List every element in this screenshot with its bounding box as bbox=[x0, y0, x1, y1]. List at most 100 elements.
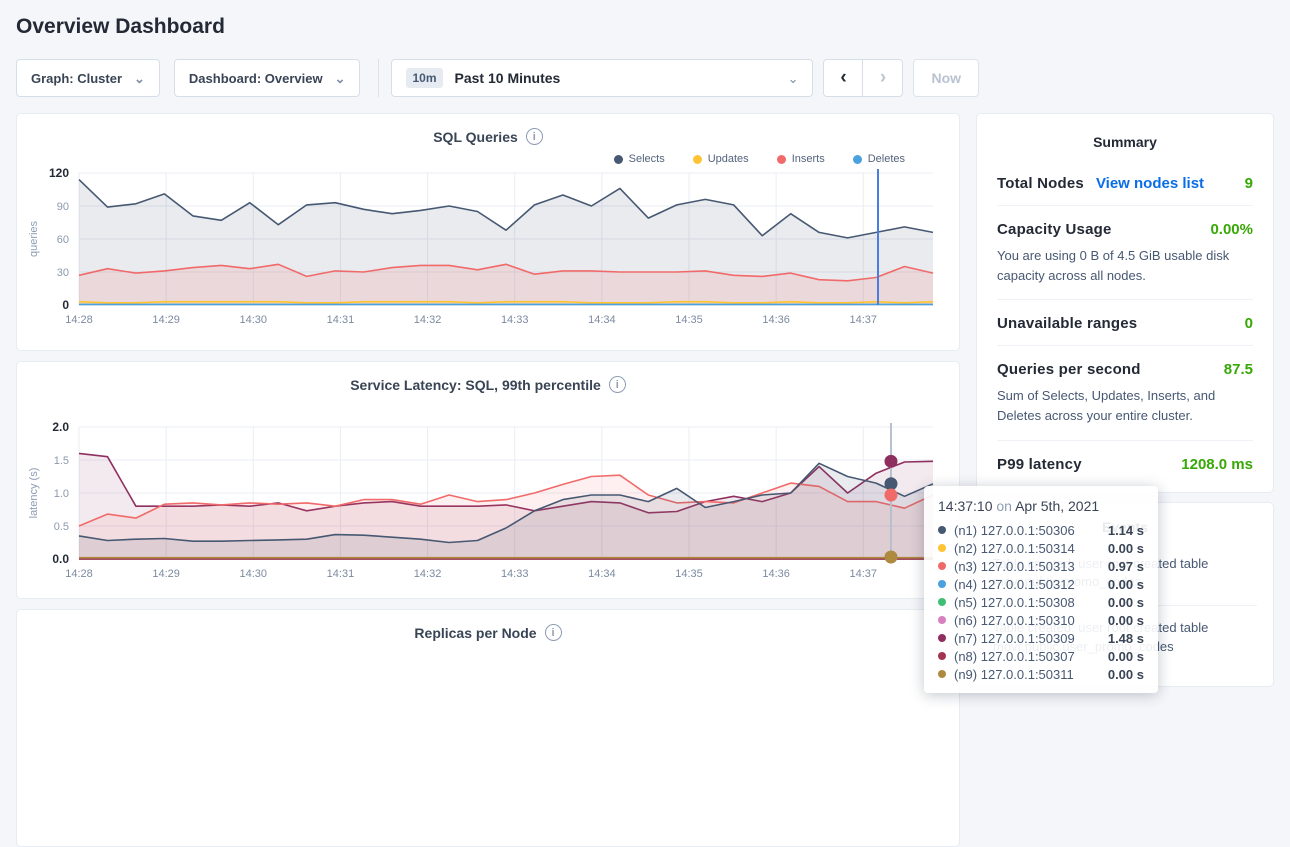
dashboard-dropdown-label: Dashboard: Overview bbox=[189, 71, 323, 86]
legend-item: Deletes bbox=[853, 153, 905, 165]
svg-text:0: 0 bbox=[62, 298, 69, 312]
legend-dot-icon bbox=[777, 155, 786, 164]
svg-text:14:35: 14:35 bbox=[675, 314, 703, 326]
sql-queries-legend: SelectsUpdatesInsertsDeletes bbox=[17, 145, 959, 165]
overview-dashboard-page: Overview Dashboard Graph: Cluster ⌄ Dash… bbox=[0, 15, 1290, 704]
tooltip-node-label: (n5) 127.0.0.1:50308 bbox=[954, 595, 1075, 610]
time-range-picker[interactable]: 10m Past 10 Minutes ⌄ bbox=[391, 59, 813, 97]
tooltip-node-label: (n6) 127.0.0.1:50310 bbox=[954, 613, 1075, 628]
svg-text:0.0: 0.0 bbox=[52, 552, 69, 566]
tooltip-header: 14:37:10 on Apr 5th, 2021 bbox=[938, 498, 1144, 514]
sql-queries-panel: SQL Queries i SelectsUpdatesInsertsDelet… bbox=[16, 113, 960, 351]
sql-queries-header: SQL Queries i bbox=[17, 128, 959, 145]
time-range-label: Past 10 Minutes bbox=[455, 70, 776, 86]
svg-text:1.5: 1.5 bbox=[54, 455, 69, 467]
replicas-header: Replicas per Node i bbox=[17, 624, 959, 641]
info-icon[interactable]: i bbox=[526, 128, 543, 145]
summary-metric-label: P99 latency bbox=[997, 456, 1082, 473]
chevron-down-icon: ⌄ bbox=[788, 72, 799, 85]
summary-metric-value: 1208.0 ms bbox=[1181, 456, 1253, 473]
tooltip-node-value: 0.00 s bbox=[1108, 541, 1144, 556]
summary-metric-value: 0.00% bbox=[1210, 221, 1253, 238]
tooltip-row: (n4) 127.0.0.1:503120.00 s bbox=[938, 575, 1144, 593]
tooltip-date: Apr 5th, 2021 bbox=[1015, 498, 1099, 514]
series-dot-icon bbox=[938, 652, 946, 660]
tooltip-node-label: (n8) 127.0.0.1:50307 bbox=[954, 649, 1075, 664]
svg-text:14:29: 14:29 bbox=[152, 568, 180, 580]
svg-text:0.5: 0.5 bbox=[54, 521, 69, 533]
dashboard-layout: SQL Queries i SelectsUpdatesInsertsDelet… bbox=[16, 113, 1274, 847]
dashboard-dropdown[interactable]: Dashboard: Overview ⌄ bbox=[174, 59, 361, 97]
time-next-button[interactable]: › bbox=[863, 59, 903, 97]
tooltip-row: (n7) 127.0.0.1:503091.48 s bbox=[938, 629, 1144, 647]
sql-queries-chart[interactable]: 0 30 60 90 120 14:28 14:29 14:30 14:31 14:32 14:33… bbox=[17, 165, 960, 337]
svg-text:14:30: 14:30 bbox=[240, 314, 268, 326]
svg-text:14:32: 14:32 bbox=[414, 568, 442, 580]
svg-text:14:28: 14:28 bbox=[65, 314, 93, 326]
series-dot-icon bbox=[938, 616, 946, 624]
svg-text:30: 30 bbox=[57, 267, 69, 279]
series-dot-icon bbox=[938, 670, 946, 678]
series-dot-icon bbox=[938, 526, 946, 534]
toolbar: Graph: Cluster ⌄ Dashboard: Overview ⌄ 1… bbox=[16, 59, 1274, 97]
svg-text:120: 120 bbox=[49, 166, 69, 180]
chart-title: Service Latency: SQL, 99th percentile bbox=[350, 377, 601, 393]
service-latency-chart[interactable]: 0.00.51.01.52.014:2814:2914:3014:3114:32… bbox=[17, 419, 960, 591]
svg-text:14:37: 14:37 bbox=[850, 568, 878, 580]
svg-text:14:32: 14:32 bbox=[414, 314, 442, 326]
svg-text:14:31: 14:31 bbox=[327, 314, 355, 326]
tooltip-node-label: (n3) 127.0.0.1:50313 bbox=[954, 559, 1075, 574]
svg-text:90: 90 bbox=[57, 201, 69, 213]
tooltip-node-label: (n7) 127.0.0.1:50309 bbox=[954, 631, 1075, 646]
tooltip-on: on bbox=[996, 498, 1012, 514]
legend-item: Inserts bbox=[777, 153, 825, 165]
replicas-per-node-panel: Replicas per Node i bbox=[16, 609, 960, 847]
tooltip-node-label: (n4) 127.0.0.1:50312 bbox=[954, 577, 1075, 592]
svg-text:14:34: 14:34 bbox=[588, 568, 616, 580]
series-dot-icon bbox=[938, 634, 946, 642]
chart-title: Replicas per Node bbox=[414, 625, 536, 641]
chart-title: SQL Queries bbox=[433, 129, 518, 145]
legend-dot-icon bbox=[693, 155, 702, 164]
tooltip-node-value: 0.00 s bbox=[1108, 649, 1144, 664]
svg-text:14:33: 14:33 bbox=[501, 568, 529, 580]
page-title: Overview Dashboard bbox=[16, 15, 1274, 39]
summary-row: Total NodesView nodes list9 bbox=[997, 160, 1253, 206]
svg-text:14:28: 14:28 bbox=[65, 568, 93, 580]
summary-row: Unavailable ranges0 bbox=[997, 300, 1253, 346]
graph-dropdown[interactable]: Graph: Cluster ⌄ bbox=[16, 59, 160, 97]
now-button[interactable]: Now bbox=[913, 59, 979, 97]
time-prev-button[interactable]: ‹ bbox=[823, 59, 863, 97]
tooltip-node-value: 0.00 s bbox=[1108, 667, 1144, 682]
svg-text:2.0: 2.0 bbox=[52, 420, 69, 434]
legend-dot-icon bbox=[614, 155, 623, 164]
summary-metric-value: 0 bbox=[1245, 315, 1253, 332]
summary-metric-caption: You are using 0 B of 4.5 GiB usable disk… bbox=[997, 246, 1253, 286]
tooltip-node-value: 0.00 s bbox=[1108, 595, 1144, 610]
info-icon[interactable]: i bbox=[609, 376, 626, 393]
svg-text:14:29: 14:29 bbox=[152, 314, 180, 326]
tooltip-time: 14:37:10 bbox=[938, 498, 993, 514]
summary-metric-label: Capacity Usage bbox=[997, 221, 1112, 238]
svg-text:14:33: 14:33 bbox=[501, 314, 529, 326]
series-dot-icon bbox=[938, 580, 946, 588]
svg-text:60: 60 bbox=[57, 234, 69, 246]
summary-row: Queries per second87.5Sum of Selects, Up… bbox=[997, 346, 1253, 440]
chart-tooltip: 14:37:10 on Apr 5th, 2021 (n1) 127.0.0.1… bbox=[924, 486, 1158, 693]
tooltip-node-label: (n1) 127.0.0.1:50306 bbox=[954, 523, 1075, 538]
tooltip-node-label: (n9) 127.0.0.1:50311 bbox=[954, 667, 1074, 682]
view-nodes-list-link[interactable]: View nodes list bbox=[1096, 175, 1204, 192]
svg-text:14:31: 14:31 bbox=[327, 568, 355, 580]
summary-metric-value: 87.5 bbox=[1224, 361, 1253, 378]
service-latency-header: Service Latency: SQL, 99th percentile i bbox=[17, 376, 959, 393]
svg-text:14:37: 14:37 bbox=[850, 314, 878, 326]
svg-text:1.0: 1.0 bbox=[54, 488, 69, 500]
svg-text:14:35: 14:35 bbox=[675, 568, 703, 580]
series-dot-icon bbox=[938, 598, 946, 606]
summary-rows: Total NodesView nodes list9 Capacity Usag… bbox=[997, 160, 1253, 486]
chevron-down-icon: ⌄ bbox=[335, 72, 346, 85]
legend-item: Updates bbox=[693, 153, 749, 165]
summary-metric-caption: Sum of Selects, Updates, Inserts, and De… bbox=[997, 386, 1253, 426]
info-icon[interactable]: i bbox=[545, 624, 562, 641]
tooltip-row: (n9) 127.0.0.1:50311 0.00 s bbox=[938, 665, 1144, 683]
